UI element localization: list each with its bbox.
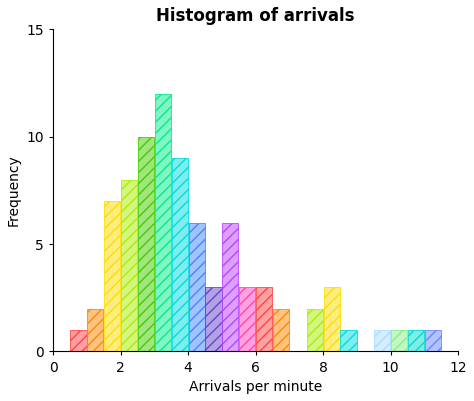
Bar <box>425 330 441 351</box>
Bar <box>391 330 407 351</box>
Bar <box>172 158 188 351</box>
Bar <box>374 330 391 351</box>
Bar <box>70 330 87 351</box>
Bar <box>408 330 424 351</box>
Bar <box>374 330 391 351</box>
Title: Histogram of arrivals: Histogram of arrivals <box>156 7 355 25</box>
Bar <box>239 287 255 351</box>
Bar <box>273 308 289 351</box>
Bar <box>138 137 154 351</box>
Bar <box>87 308 103 351</box>
Bar <box>189 223 205 351</box>
Bar <box>222 223 238 351</box>
Bar <box>155 94 171 351</box>
Bar <box>205 287 222 351</box>
Bar <box>172 158 188 351</box>
Bar <box>340 330 356 351</box>
X-axis label: Arrivals per minute: Arrivals per minute <box>189 380 322 394</box>
Bar <box>222 223 238 351</box>
Bar <box>425 330 441 351</box>
Bar <box>273 308 289 351</box>
Bar <box>340 330 356 351</box>
Bar <box>256 287 272 351</box>
Bar <box>104 201 120 351</box>
Bar <box>307 308 323 351</box>
Bar <box>121 180 137 351</box>
Bar <box>256 287 272 351</box>
Bar <box>324 287 340 351</box>
Bar <box>239 287 255 351</box>
Bar <box>189 223 205 351</box>
Y-axis label: Frequency: Frequency <box>7 154 21 226</box>
Bar <box>121 180 137 351</box>
Bar <box>391 330 407 351</box>
Bar <box>408 330 424 351</box>
Bar <box>155 94 171 351</box>
Bar <box>70 330 87 351</box>
Bar <box>104 201 120 351</box>
Bar <box>307 308 323 351</box>
Bar <box>205 287 222 351</box>
Bar <box>324 287 340 351</box>
Bar <box>87 308 103 351</box>
Bar <box>138 137 154 351</box>
